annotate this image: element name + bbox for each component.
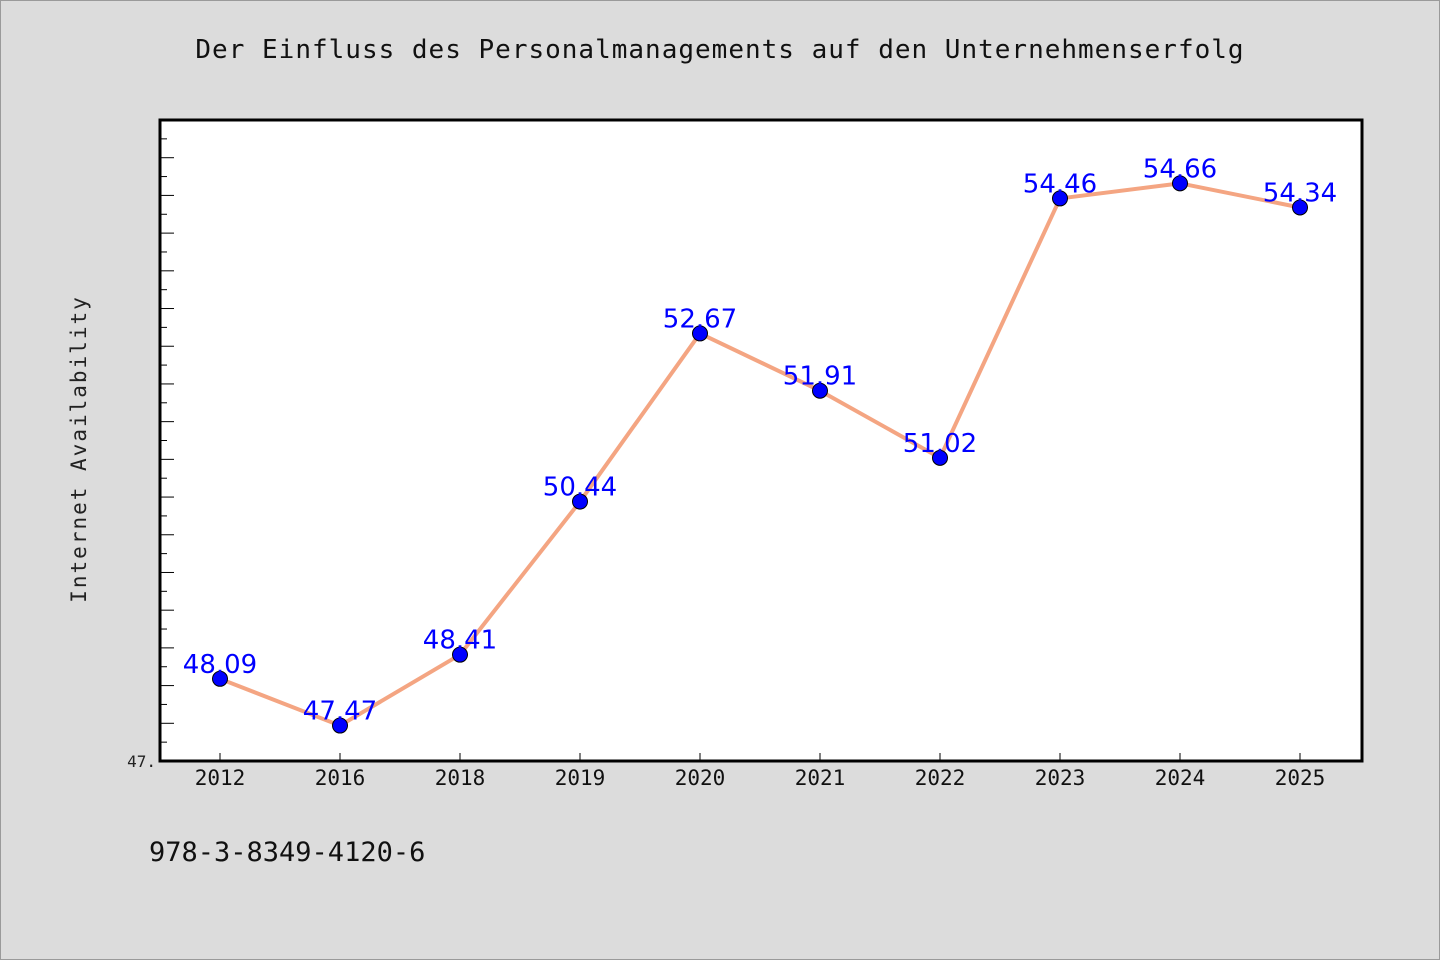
data-point xyxy=(692,325,708,342)
data-point xyxy=(1052,190,1068,207)
data-point xyxy=(812,382,828,399)
data-label: 47.47 xyxy=(303,697,377,727)
x-tick-label: 2019 xyxy=(555,766,606,790)
x-tick-label: 2012 xyxy=(195,766,246,790)
plot-area xyxy=(158,118,1364,763)
data-label: 48.09 xyxy=(183,650,257,680)
data-label: 52.67 xyxy=(663,304,737,334)
chart-title: Der Einfluss des Personalmanagements auf… xyxy=(195,35,1245,65)
data-label: 48.41 xyxy=(423,626,497,656)
data-label: 54.66 xyxy=(1143,154,1217,184)
x-tick-label: 2018 xyxy=(435,766,486,790)
data-point xyxy=(1292,199,1308,216)
data-point xyxy=(1172,175,1188,192)
y-tick-label: 47. xyxy=(127,752,156,771)
series-line xyxy=(218,181,1302,728)
x-tick-label: 2023 xyxy=(1035,766,1086,790)
data-point xyxy=(932,449,948,466)
x-tick-label: 2022 xyxy=(915,766,966,790)
x-tick-label: 2016 xyxy=(315,766,366,790)
data-point xyxy=(332,717,348,734)
data-point xyxy=(452,646,468,663)
x-tick-label: 2021 xyxy=(795,766,846,790)
data-point xyxy=(212,670,228,687)
data-label: 54.46 xyxy=(1023,169,1097,199)
data-label: 51.02 xyxy=(903,429,977,459)
x-tick-label: 2024 xyxy=(1155,766,1206,790)
isbn-text: 978-3-8349-4120-6 xyxy=(149,837,426,868)
data-point xyxy=(572,493,588,510)
data-label: 54.34 xyxy=(1263,178,1337,208)
x-tick-label: 2025 xyxy=(1275,766,1326,790)
data-label: 50.44 xyxy=(543,473,617,503)
data-label: 51.91 xyxy=(783,362,857,392)
x-tick-label: 2020 xyxy=(675,766,726,790)
